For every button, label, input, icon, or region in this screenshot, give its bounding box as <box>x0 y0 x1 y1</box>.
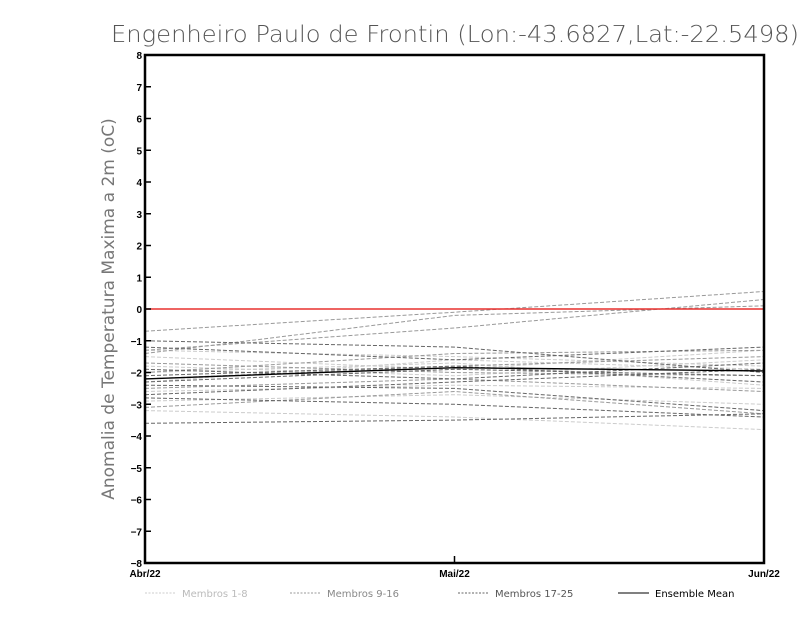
y-tick-label: −8 <box>131 559 143 570</box>
member-line-18 <box>144 397 765 418</box>
member-line-21 <box>144 346 765 361</box>
x-tick-label: Abr/22 <box>129 569 161 580</box>
y-tick-label: 5 <box>136 146 142 157</box>
y-tick-label: −6 <box>131 496 143 507</box>
member-line-8 <box>144 349 765 367</box>
y-tick-label: −1 <box>131 337 143 348</box>
member-line-20 <box>144 340 765 373</box>
member-line-1 <box>144 410 765 431</box>
legend-item: Membros 17-25 <box>458 589 573 600</box>
legend-item: Membros 1-8 <box>145 589 248 600</box>
y-tick-label: −4 <box>131 432 143 443</box>
y-tick-label: −3 <box>131 400 143 411</box>
member-line-25 <box>144 368 765 383</box>
y-tick-label: 3 <box>136 210 142 221</box>
legend-label: Membros 1-8 <box>182 589 248 600</box>
chart-title: Engenheiro Paulo de Frontin (Lon:-43.682… <box>111 22 799 48</box>
y-tick-label: 4 <box>136 178 142 189</box>
series-layer <box>144 291 765 431</box>
y-tick-label: −2 <box>131 369 143 380</box>
y-tick-label: 1 <box>136 273 142 284</box>
member-line-19 <box>144 384 765 412</box>
member-line-13 <box>144 362 765 377</box>
member-line-4 <box>144 384 765 392</box>
member-line-5 <box>144 359 765 377</box>
legend-item: Ensemble Mean <box>618 589 734 600</box>
y-tick-label: 7 <box>136 83 142 94</box>
legend-label: Membros 17-25 <box>495 589 573 600</box>
legend-label: Ensemble Mean <box>655 589 734 600</box>
y-axis-label: Anomalia de Temperatura Maxima a 2m (oC) <box>99 118 119 500</box>
member-line-11 <box>144 305 765 354</box>
x-tick-label: Mai/22 <box>439 569 470 580</box>
member-line-17 <box>144 413 765 424</box>
y-tick-label: −5 <box>131 464 143 475</box>
y-tick-label: 6 <box>136 115 142 126</box>
y-tick-label: −7 <box>131 527 143 538</box>
y-tick-label: 2 <box>136 242 142 253</box>
x-tick-label: Jun/22 <box>748 569 780 580</box>
member-line-9 <box>144 291 765 332</box>
y-tick-label: 8 <box>136 51 142 62</box>
y-tick-label: 0 <box>136 305 142 316</box>
member-line-23 <box>144 362 765 380</box>
legend-label: Membros 9-16 <box>327 589 399 600</box>
ensemble-mean-line <box>144 366 765 380</box>
member-line-15 <box>144 390 765 415</box>
member-line-7 <box>144 394 765 405</box>
legend: Membros 1-8 Membros 9-16 Membros 17-25 Ense… <box>145 589 734 600</box>
legend-item: Membros 9-16 <box>290 589 399 600</box>
